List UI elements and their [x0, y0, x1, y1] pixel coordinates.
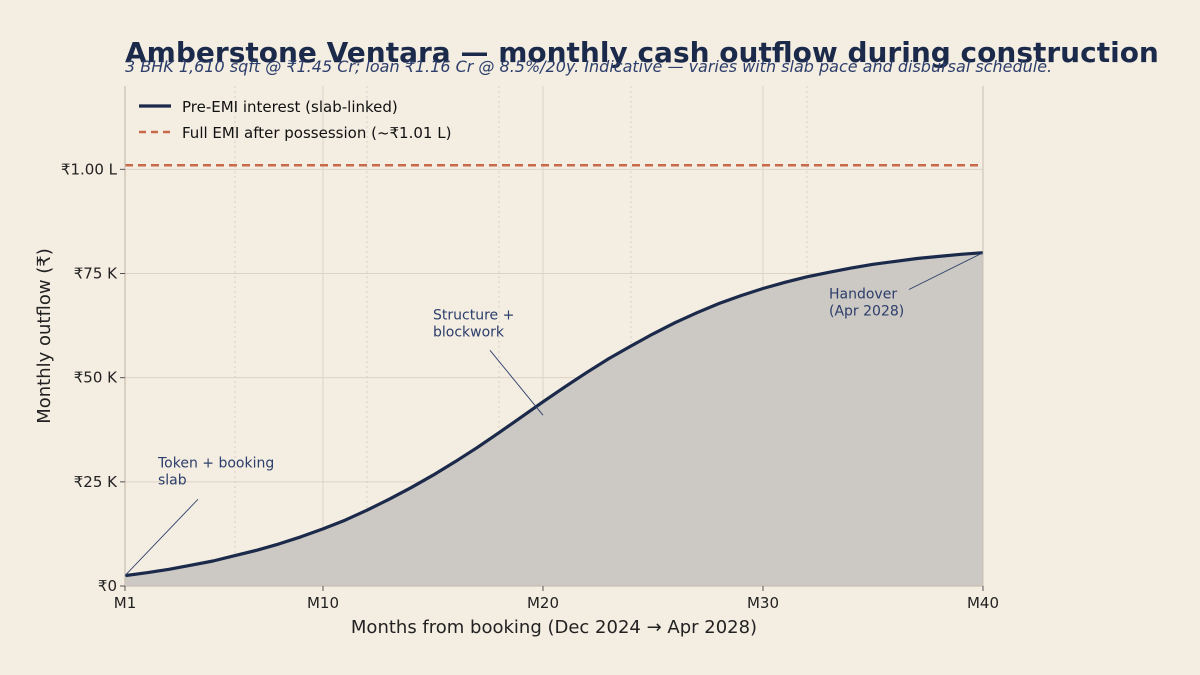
- y-tick-label: ₹25 K: [74, 473, 118, 491]
- chart-subtitle: 3 BHK 1,610 sqft @ ₹1.45 Cr; loan ₹1.16 …: [125, 57, 1052, 76]
- x-tick-label: M10: [307, 594, 339, 612]
- plot-area: [124, 163, 984, 586]
- annotation-leader: [489, 350, 544, 416]
- annotation-text: (Apr 2028): [829, 304, 904, 320]
- legend-label: Pre-EMI interest (slab-linked): [182, 98, 398, 116]
- annotation-text: Token + booking: [157, 455, 274, 471]
- y-tick-label: ₹0: [98, 577, 117, 595]
- annotation-text: Handover: [829, 287, 897, 303]
- annotation-text: Structure +: [433, 307, 514, 323]
- y-axis-label: Monthly outflow (₹): [34, 248, 55, 424]
- annotation-text: slab: [158, 472, 187, 488]
- pre-emi-line: [124, 251, 984, 578]
- series-area-fill: [125, 252, 983, 586]
- x-tick-label: M40: [967, 594, 999, 612]
- legend: Pre-EMI interest (slab-linked) Full EMI a…: [139, 98, 451, 142]
- annotation-leader: [908, 252, 984, 290]
- y-tick-label: ₹1.00 L: [61, 160, 118, 178]
- axes: ₹0 ₹25 K ₹50 K ₹75 K ₹1.00 L M1 M10 M20 M30 M40: [61, 86, 999, 612]
- x-tick-label: M20: [527, 594, 559, 612]
- y-tick-label: ₹75 K: [74, 265, 118, 283]
- annotation-text: blockwork: [433, 324, 505, 340]
- annotation-leader: [124, 498, 199, 576]
- chart-title: Amberstone Ventara — monthly cash outflo…: [125, 36, 1159, 69]
- x-axis-label: Months from booking (Dec 2024 → Apr 2028…: [351, 617, 757, 638]
- x-tick-label: M1: [114, 594, 137, 612]
- y-tick-label: ₹50 K: [74, 369, 118, 387]
- legend-label: Full EMI after possession (~₹1.01 L): [182, 124, 451, 142]
- x-tick-label: M30: [747, 594, 779, 612]
